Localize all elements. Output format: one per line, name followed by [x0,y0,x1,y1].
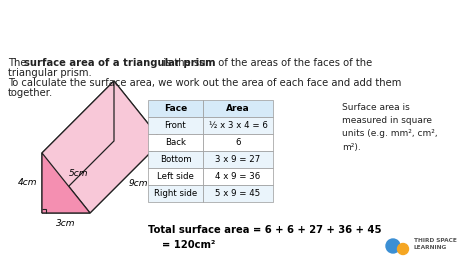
Text: Face: Face [164,104,187,113]
Polygon shape [42,81,114,213]
Text: 3 x 9 = 27: 3 x 9 = 27 [215,155,261,164]
Bar [203,117,273,134]
Text: 4cm: 4cm [18,178,37,188]
Text: 3cm: 3cm [56,219,76,228]
Text: ½ x 3 x 4 = 6: ½ x 3 x 4 = 6 [209,121,267,130]
Text: Left side: Left side [157,172,194,181]
Text: is the sum of the areas of the faces of the: is the sum of the areas of the faces of … [160,58,372,68]
Text: surface area of a triangular prism: surface area of a triangular prism [24,58,216,68]
Text: 9cm: 9cm [129,179,148,188]
Polygon shape [42,81,162,213]
Text: = 120cm²: = 120cm² [162,240,215,250]
Polygon shape [42,141,162,213]
Text: 5 x 9 = 45: 5 x 9 = 45 [215,189,261,198]
Bar [148,134,203,151]
Text: THIRD SPACE
LEARNING: THIRD SPACE LEARNING [414,238,457,250]
Circle shape [398,244,409,255]
Text: 5cm: 5cm [69,169,89,178]
Text: Surface Area of a Triangular Prism: Surface Area of a Triangular Prism [6,16,354,35]
Text: Area: Area [226,104,250,113]
Text: Total surface area = 6 + 6 + 27 + 36 + 45: Total surface area = 6 + 6 + 27 + 36 + 4… [148,225,382,235]
Bar [148,117,203,134]
Text: To calculate the surface area, we work out the area of each face and add them: To calculate the surface area, we work o… [8,78,401,88]
Text: Front: Front [164,121,186,130]
Bar [148,151,203,168]
Text: Back: Back [165,138,186,147]
Text: Bottom: Bottom [160,155,191,164]
Text: The: The [8,58,29,68]
Text: 6: 6 [235,138,241,147]
Bar [203,100,273,117]
Polygon shape [114,81,162,141]
Bar [203,185,273,202]
Text: triangular prism.: triangular prism. [8,68,92,78]
Bar [148,100,203,117]
Bar [148,168,203,185]
Text: 4 x 9 = 36: 4 x 9 = 36 [215,172,261,181]
Bar [203,151,273,168]
Bar [203,134,273,151]
Bar [203,168,273,185]
Polygon shape [42,153,90,213]
Text: Right side: Right side [154,189,197,198]
Circle shape [386,239,400,253]
Text: Surface area is
measured in square
units (e.g. mm², cm²,
m²).: Surface area is measured in square units… [342,103,438,151]
Bar [148,185,203,202]
Text: together.: together. [8,88,53,98]
